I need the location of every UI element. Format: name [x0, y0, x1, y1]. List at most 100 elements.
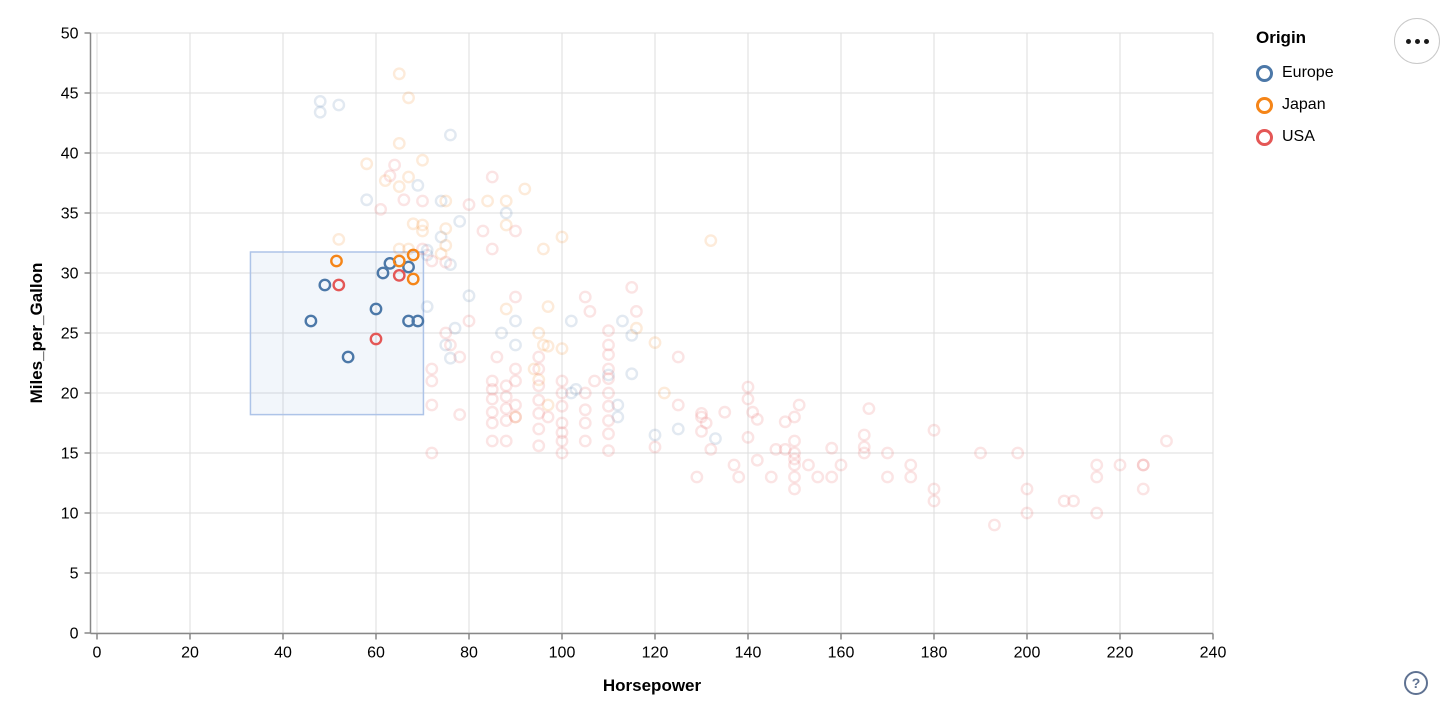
data-point-usa	[671, 398, 685, 412]
data-point-selected-europe	[318, 278, 332, 292]
data-point-europe	[648, 428, 662, 442]
data-point-usa	[927, 494, 941, 508]
data-point-usa	[825, 470, 839, 484]
data-point-usa	[485, 416, 499, 430]
data-point-japan	[402, 170, 415, 184]
data-point-usa	[509, 374, 522, 388]
data-point-usa	[778, 442, 792, 456]
data-point-europe	[495, 326, 508, 340]
data-point-europe	[420, 300, 434, 313]
x-tick-label: 240	[1200, 645, 1227, 662]
data-point-usa	[374, 202, 388, 216]
data-point-japan	[509, 410, 522, 424]
menu-button[interactable]	[1394, 18, 1440, 64]
data-point-usa	[727, 458, 741, 472]
data-point-usa	[602, 338, 615, 352]
data-point-usa	[532, 362, 546, 376]
data-point-japan	[704, 234, 718, 248]
data-point-europe	[360, 193, 374, 207]
data-point-usa	[750, 412, 764, 426]
data-point-usa	[834, 458, 848, 472]
data-point-usa	[532, 422, 546, 436]
y-tick-label: 25	[61, 326, 79, 343]
data-point-selected-europe	[376, 266, 390, 280]
data-point-europe	[443, 258, 457, 271]
data-point-usa	[857, 440, 871, 454]
data-point-japan	[527, 362, 541, 376]
data-point-usa	[750, 453, 764, 467]
legend-item-usa: USA	[1256, 121, 1334, 153]
data-point-japan	[499, 218, 513, 232]
data-point-usa	[425, 446, 439, 460]
legend-label-usa: USA	[1282, 128, 1315, 145]
data-point-europe	[616, 314, 629, 328]
data-point-europe	[420, 243, 434, 257]
data-point-usa	[788, 446, 801, 460]
data-point-usa	[555, 434, 569, 448]
help-button[interactable]: ?	[1404, 671, 1428, 695]
data-point-japan	[555, 342, 569, 355]
data-point-usa	[602, 399, 615, 413]
data-point-usa	[602, 386, 615, 400]
y-tick-label: 30	[61, 266, 79, 283]
data-point-usa	[602, 372, 615, 385]
data-point-usa	[695, 424, 708, 438]
data-point-japan	[332, 232, 346, 246]
data-point-usa	[825, 441, 839, 455]
brush-selection[interactable]	[249, 251, 425, 416]
data-point-japan	[648, 336, 662, 349]
data-point-japan	[537, 242, 550, 256]
data-point-usa	[862, 402, 876, 415]
data-point-usa	[904, 458, 918, 472]
data-point-usa	[690, 470, 704, 484]
data-point-usa	[439, 255, 453, 269]
data-point-usa	[746, 405, 760, 419]
data-point-usa	[578, 416, 592, 430]
data-point-europe	[332, 98, 346, 112]
data-point-usa	[648, 440, 662, 454]
data-point-europe	[499, 206, 513, 220]
data-point-usa	[1136, 482, 1150, 496]
data-point-usa	[630, 304, 643, 318]
data-point-usa	[485, 405, 499, 419]
data-point-usa	[974, 446, 987, 460]
data-point-usa	[802, 458, 815, 472]
data-point-usa	[397, 193, 411, 207]
usa-ring-icon	[1256, 128, 1273, 146]
data-point-usa	[788, 452, 801, 466]
data-point-europe	[453, 214, 467, 228]
y-axis-title: Miles_per_Gallon	[27, 262, 46, 404]
data-point-japan	[630, 321, 643, 335]
data-point-japan	[392, 67, 406, 81]
data-point-usa	[904, 470, 918, 484]
data-point-usa	[532, 439, 546, 453]
data-point-selected-europe	[304, 314, 318, 328]
y-tick-label: 40	[61, 146, 79, 163]
x-tick-label: 20	[181, 645, 199, 662]
x-tick-label: 160	[828, 645, 855, 662]
x-tick-label: 40	[274, 645, 292, 662]
data-point-japan	[532, 326, 546, 340]
data-point-usa	[499, 379, 513, 393]
data-point-japan	[416, 153, 429, 167]
legend-item-japan: Japan	[1256, 89, 1334, 121]
data-point-usa	[732, 470, 746, 484]
legend: Origin Europe Japan USA	[1256, 28, 1334, 153]
data-point-usa	[927, 482, 941, 496]
data-point-usa	[625, 280, 639, 294]
data-point-europe	[625, 328, 639, 342]
data-point-usa	[671, 350, 685, 364]
data-point-europe	[625, 367, 639, 381]
data-point-usa	[1090, 506, 1104, 520]
data-point-usa	[602, 427, 615, 441]
data-point-usa	[741, 430, 755, 444]
data-point-europe	[602, 368, 615, 382]
data-point-usa	[788, 470, 801, 484]
data-point-selected-europe	[411, 314, 425, 328]
data-point-selected-europe	[341, 350, 355, 364]
data-point-usa	[1090, 458, 1104, 472]
data-point-usa	[927, 423, 941, 437]
data-point-usa	[1057, 494, 1071, 508]
data-point-europe	[671, 422, 685, 436]
